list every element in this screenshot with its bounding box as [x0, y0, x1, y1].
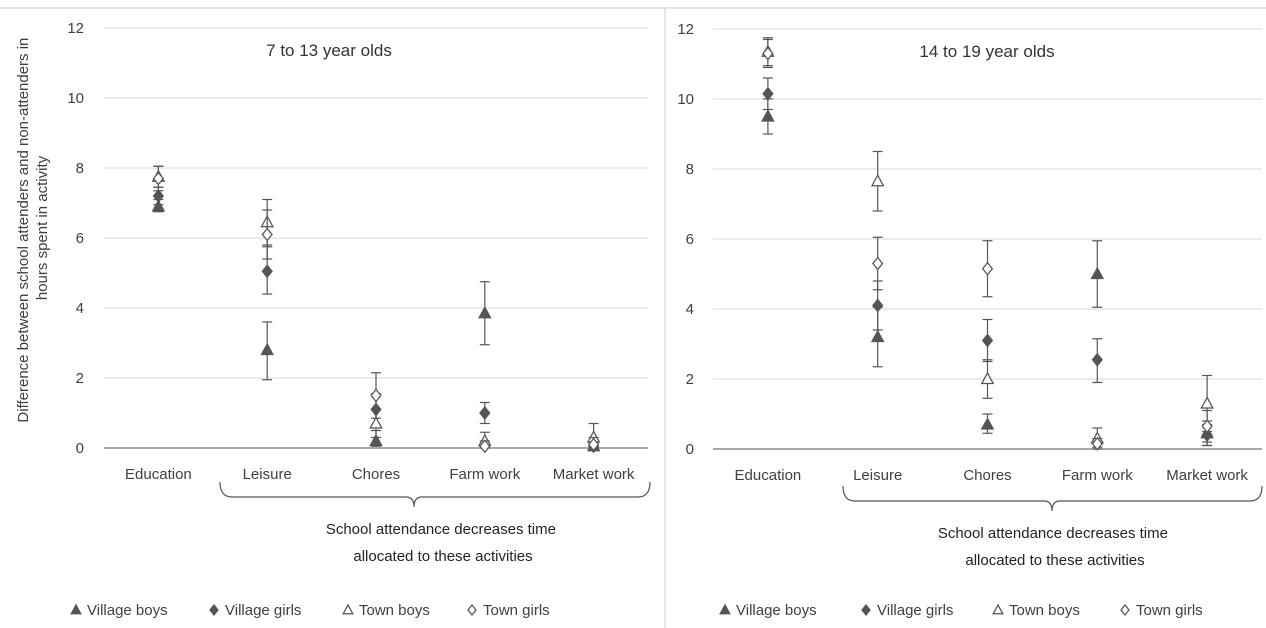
- legend-marker-town-girls: [1120, 603, 1130, 617]
- data-point: [369, 416, 383, 429]
- data-point: [261, 264, 273, 279]
- y-tick-label: 2: [686, 371, 694, 388]
- x-tick-label-market-work: Market work: [553, 466, 635, 483]
- data-point: [870, 173, 885, 187]
- legend-label-town-girls: Town girls: [483, 602, 550, 619]
- bracket-note-right-line-2: allocated to these activities: [965, 552, 1144, 569]
- legend-label-village-boys: Village boys: [87, 602, 168, 619]
- y-tick-label: 10: [677, 91, 694, 108]
- y-tick-label: 8: [76, 160, 84, 177]
- y-tick-label: 4: [686, 301, 694, 318]
- y-axis-title-line-1: Difference between school attenders and …: [15, 38, 32, 423]
- y-tick-label: 6: [686, 231, 694, 248]
- data-point: [1090, 266, 1105, 280]
- data-point: [1201, 419, 1213, 434]
- data-point: [872, 256, 884, 271]
- data-point: [152, 171, 165, 186]
- data-point: [981, 333, 994, 348]
- y-axis-title-line-2: hours spent in activity: [34, 155, 51, 300]
- chart-panel-14-19: 0 2 4 6 8 10 12 14 to 19 year olds Education Leis…: [677, 21, 1263, 512]
- data-point: [478, 305, 492, 319]
- data-point: [1091, 352, 1103, 367]
- x-tick-label-farm-work: Farm work: [449, 466, 520, 483]
- y-tick-label: 10: [67, 90, 84, 107]
- legend-marker-village-boys: [719, 603, 731, 615]
- x-tick-label-leisure: Leisure: [853, 467, 902, 484]
- data-point: [762, 46, 774, 61]
- bracket-note-left: School attendance decreases time allocat…: [326, 521, 560, 565]
- legend-label-village-boys: Village boys: [736, 602, 817, 619]
- legend-marker-town-boys: [342, 603, 354, 615]
- data-point: [151, 199, 166, 212]
- y-tick-label: 12: [67, 20, 84, 37]
- legend-label-town-girls: Town girls: [1136, 602, 1203, 619]
- legend-label-town-boys: Town boys: [1009, 602, 1080, 619]
- legend-marker-town-boys: [992, 603, 1004, 615]
- chart-panel-7-13: 0 2 4 6 8 10 12 7 to 13 year olds Education Leisu…: [67, 20, 651, 508]
- data-point: [260, 342, 274, 356]
- legend-label-town-boys: Town boys: [359, 602, 430, 619]
- data-point: [369, 433, 383, 447]
- data-point: [261, 227, 273, 242]
- legend-label-village-girls: Village girls: [225, 602, 301, 619]
- legend-marker-village-girls: [861, 603, 871, 617]
- bracket-note-right-line-1: School attendance decreases time: [938, 525, 1168, 542]
- data-point: [981, 261, 994, 276]
- legend-left: Village boys Village girls Town boys Town g…: [70, 602, 550, 619]
- legend-marker-village-boys: [70, 603, 82, 615]
- data-point: [479, 439, 491, 454]
- data-point: [479, 405, 491, 421]
- y-tick-label: 12: [677, 21, 694, 38]
- data-point: [872, 298, 884, 313]
- data-point: [762, 86, 774, 101]
- y-axis-title: Difference between school attenders and …: [15, 33, 51, 422]
- data-point: [1200, 396, 1214, 409]
- y-tick-label: 0: [686, 441, 694, 458]
- y-tick-label: 8: [686, 161, 694, 178]
- x-tick-label-farm-work: Farm work: [1062, 467, 1133, 484]
- panel-title: 7 to 13 year olds: [266, 41, 392, 60]
- x-tick-label-market-work: Market work: [1166, 467, 1248, 484]
- data-point: [370, 388, 382, 403]
- bracket-note-left-line-1: School attendance decreases time: [326, 521, 556, 538]
- y-tick-label: 0: [76, 440, 84, 457]
- bracket-note-right: School attendance decreases time allocat…: [938, 525, 1172, 569]
- legend-marker-village-girls: [209, 603, 219, 617]
- legend-marker-town-girls: [467, 603, 477, 617]
- series-town-girls: [152, 165, 600, 454]
- x-tick-label-leisure: Leisure: [243, 466, 292, 483]
- legend-right: Village boys Village girls Town boys Town g…: [719, 602, 1203, 619]
- data-point: [587, 437, 600, 452]
- data-point: [152, 188, 165, 204]
- bracket-note-left-line-2: allocated to these activities: [353, 548, 532, 565]
- series-town-girls: [762, 38, 1213, 451]
- data-point: [980, 417, 995, 430]
- brace: [842, 485, 1263, 512]
- panel-title: 14 to 19 year olds: [919, 42, 1054, 61]
- data-point: [1091, 436, 1103, 451]
- x-tick-label-chores: Chores: [352, 466, 400, 483]
- y-tick-label: 4: [76, 300, 84, 317]
- y-tick-label: 6: [76, 230, 84, 247]
- data-point: [870, 329, 885, 343]
- brace: [219, 481, 651, 508]
- data-point: [761, 109, 775, 122]
- x-tick-label-education: Education: [735, 467, 802, 484]
- x-tick-label-chores: Chores: [963, 467, 1011, 484]
- data-point: [980, 371, 995, 385]
- y-tick-label: 2: [76, 370, 84, 387]
- legend-label-village-girls: Village girls: [877, 602, 953, 619]
- x-tick-label-education: Education: [125, 466, 192, 483]
